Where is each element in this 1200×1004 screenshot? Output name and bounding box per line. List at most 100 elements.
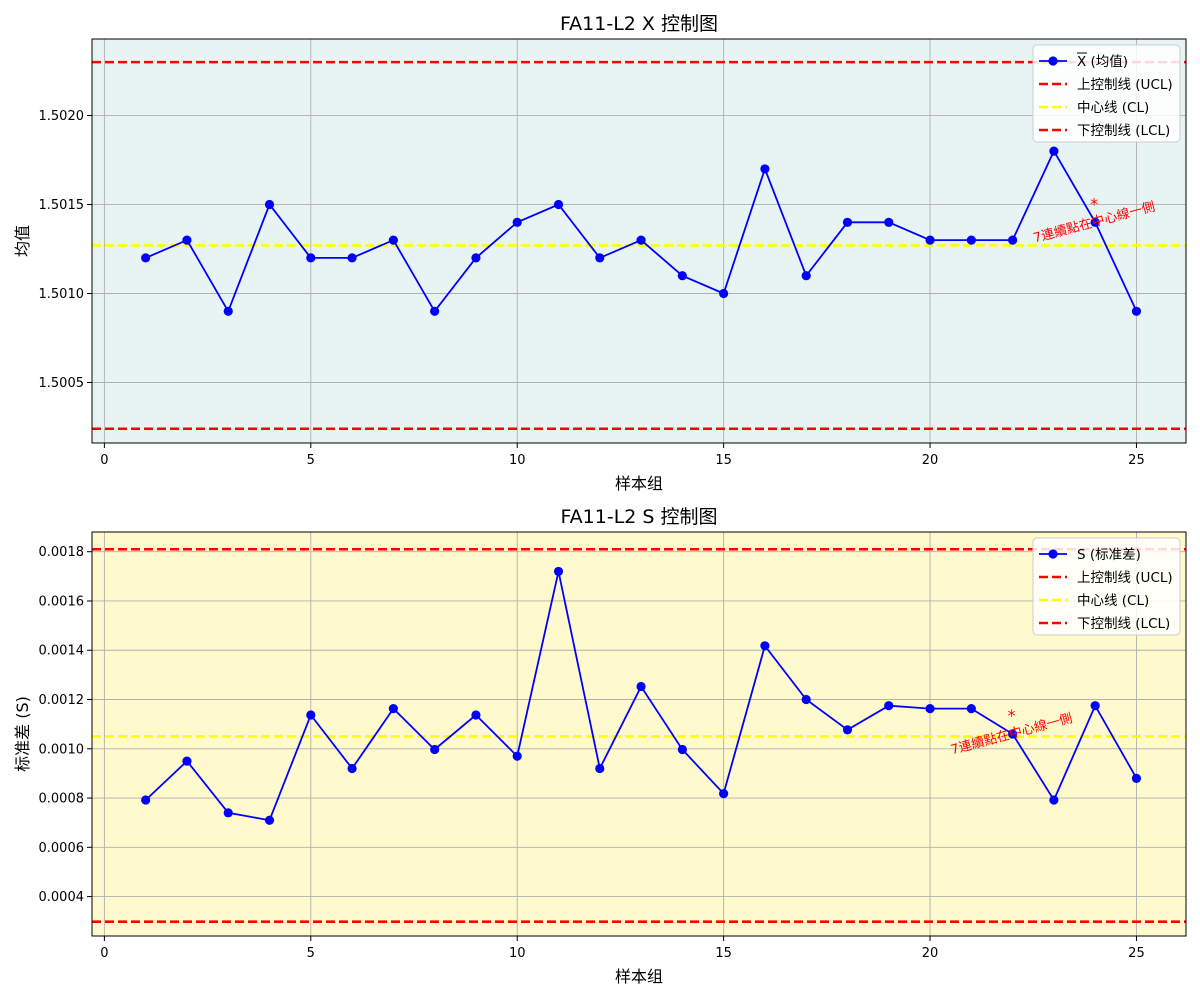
legend-label: 下控制线 (LCL): [1077, 616, 1170, 632]
data-point: [1131, 773, 1142, 783]
data-point: [1049, 795, 1059, 805]
data-point: [512, 751, 522, 761]
data-point: [677, 744, 687, 755]
annotation-marker: *: [1090, 194, 1098, 213]
x-tick-label: 20: [922, 453, 939, 468]
data-point: [925, 235, 935, 245]
data-point: [760, 641, 770, 651]
legend-label: 上控制线 (UCL): [1077, 570, 1173, 586]
data-point: [595, 253, 605, 263]
data-point: [1090, 701, 1100, 711]
data-point: [1131, 306, 1142, 316]
data-point: [677, 271, 687, 281]
data-point: [966, 235, 976, 245]
legend-label: 中心线 (CL): [1077, 593, 1149, 609]
x-tick-label: 25: [1128, 453, 1145, 468]
data-point: [801, 694, 811, 705]
plot-background: [92, 532, 1186, 936]
x-tick-label: 15: [715, 453, 732, 468]
data-point: [223, 306, 233, 316]
x-tick-label: 10: [509, 946, 526, 961]
data-point: [264, 199, 275, 210]
data-point: [1090, 217, 1100, 227]
data-point: [512, 217, 522, 227]
data-point: [719, 288, 729, 299]
x-tick-label: 0: [100, 946, 108, 961]
data-point: [264, 815, 275, 825]
legend-label: 中心线 (CL): [1077, 100, 1149, 116]
legend-label: 下控制线 (LCL): [1077, 123, 1170, 139]
x-tick-label: 0: [100, 453, 108, 468]
y-tick-label: 0.0018: [39, 545, 85, 560]
y-tick-label: 1.5005: [39, 376, 85, 391]
data-point: [347, 253, 357, 263]
data-point: [347, 763, 357, 774]
y-tick-label: 0.0014: [39, 644, 85, 659]
y-tick-label: 1.5015: [39, 198, 85, 213]
x-tick-label: 20: [922, 946, 939, 961]
data-point: [636, 681, 646, 692]
legend-box: [1032, 537, 1181, 636]
legend-label: S (标准差): [1077, 547, 1141, 563]
data-point: [471, 710, 481, 720]
data-point: [553, 566, 564, 577]
y-axis-label: 标准差 (S): [13, 696, 32, 772]
axes-frame: [91, 38, 1187, 444]
y-tick-label: 0.0010: [39, 742, 85, 757]
data-point: [1049, 146, 1059, 156]
data-point: [1008, 235, 1018, 245]
data-point: [884, 217, 894, 227]
data-point: [553, 199, 564, 210]
data-point: [1008, 729, 1018, 739]
y-tick-label: 0.0004: [39, 890, 85, 905]
legend-series-marker: [1048, 549, 1058, 559]
legend-box: [1032, 44, 1181, 143]
legend-series-marker: [1048, 56, 1058, 66]
data-point: [223, 808, 233, 818]
data-point: [182, 756, 192, 766]
data-point: [471, 253, 481, 263]
y-tick-label: 0.0016: [39, 594, 85, 609]
x-tick-label: 25: [1128, 946, 1145, 961]
data-point: [595, 763, 605, 774]
data-point: [430, 306, 440, 316]
x-tick-label: 10: [509, 453, 526, 468]
chart-title: FA11-L2 S 控制图: [560, 506, 717, 528]
data-point: [719, 789, 729, 799]
data-point: [760, 164, 770, 174]
data-point: [801, 271, 811, 281]
data-point: [388, 704, 398, 714]
y-tick-label: 0.0012: [39, 693, 85, 708]
annotation-marker: *: [1008, 706, 1016, 725]
x-tick-label: 15: [715, 946, 732, 961]
data-point: [182, 235, 192, 245]
data-point: [388, 235, 398, 245]
axes-frame: [91, 531, 1187, 937]
legend: S (标准差) 上控制线 (UCL) 中心线 (CL) 下控制线 (LCL): [1032, 537, 1181, 636]
data-point: [842, 725, 853, 735]
data-point: [636, 235, 646, 245]
y-axis-label: 均值: [13, 225, 32, 257]
x-tick-label: 5: [307, 946, 315, 961]
data-point: [430, 744, 440, 755]
x-axis-label: 样本组: [615, 967, 663, 986]
data-point: [842, 217, 853, 227]
data-point: [306, 253, 316, 263]
x-tick-label: 5: [307, 453, 315, 468]
chart-title: FA11-L2 X 控制图: [560, 13, 718, 35]
x-axis-label: 样本组: [615, 474, 663, 493]
data-point: [884, 701, 894, 711]
legend-label: X (均值): [1077, 54, 1128, 70]
y-tick-label: 1.5010: [39, 287, 85, 302]
data-point: [925, 704, 935, 714]
y-tick-label: 1.5020: [39, 109, 85, 124]
legend-label: 上控制线 (UCL): [1077, 77, 1173, 93]
data-point: [966, 704, 976, 714]
data-point: [141, 253, 151, 263]
data-point: [141, 795, 151, 805]
y-tick-label: 0.0008: [39, 792, 85, 807]
